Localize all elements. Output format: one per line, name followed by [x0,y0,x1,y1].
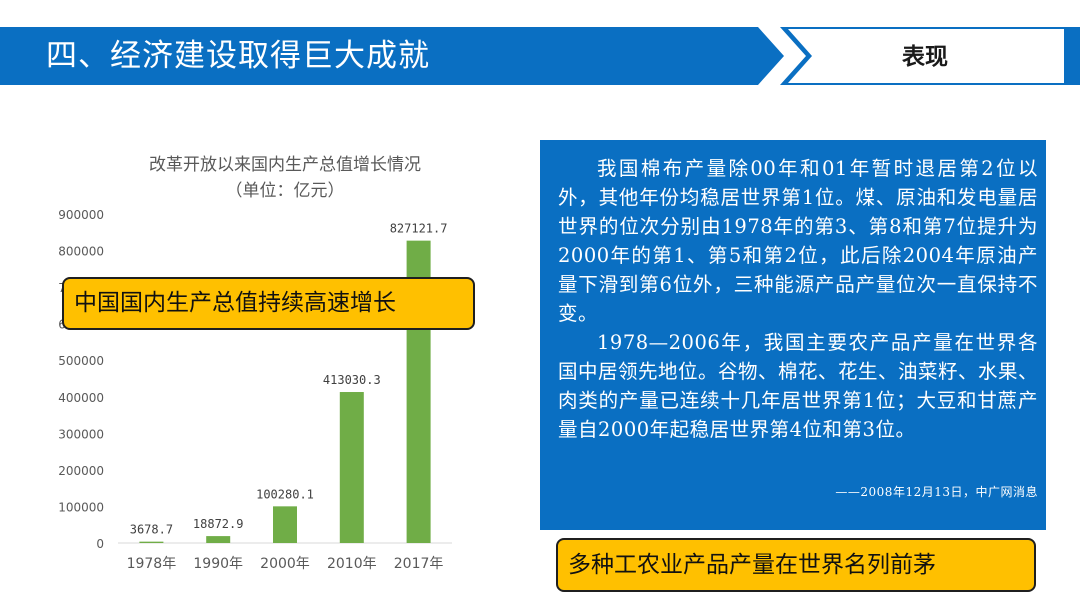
y-tick-label: 100000 [58,500,104,514]
y-tick-label: 900000 [58,208,104,222]
data-label: 18872.9 [193,517,244,531]
panel-paragraph-2: 1978—2006年，我国主要农产品产量在世界各国中居领先地位。谷物、棉花、花生… [558,331,1039,441]
bar [206,536,231,543]
x-tick-label: 2017年 [394,556,444,572]
bar [339,392,364,543]
y-tick-label: 0 [96,537,104,551]
panel-paragraph-1: 我国棉布产量除00年和01年暂时退居第2位以外，其他年份均稳居世界第1位。煤、原… [558,157,1038,325]
x-tick-label: 2000年 [260,556,310,572]
chart-title: 改革开放以来国内生产总值增长情况 [149,155,421,175]
data-label: 827121.7 [390,222,448,236]
x-tick-label: 1978年 [127,556,177,572]
data-label: 413030.3 [323,373,381,387]
bottom-callout: 多种工农业产品产量在世界名列前茅 [556,538,1036,592]
info-panel: 我国棉布产量除00年和01年暂时退居第2位以外，其他年份均稳居世界第1位。煤、原… [540,140,1046,530]
y-tick-label: 300000 [58,427,104,441]
y-tick-label: 800000 [58,245,104,259]
x-tick-label: 2010年 [327,556,377,572]
data-label: 100280.1 [256,487,314,501]
chart-title-block: 改革开放以来国内生产总值增长情况 （单位：亿元） [110,152,460,204]
banner-chevron-outer [758,27,806,85]
tag-background [788,29,1064,83]
y-tick-label: 500000 [58,354,104,368]
header-banner [0,27,1080,85]
page-title: 四、经济建设取得巨大成就 [46,38,430,74]
y-tick-label: 400000 [58,391,104,405]
bar [273,506,297,543]
chart-subtitle: （单位：亿元） [225,181,345,201]
x-tick-label: 1990年 [193,556,243,572]
panel-source: ——2008年12月13日，中广网消息 [835,485,1038,499]
data-label: 3678.7 [130,523,173,537]
section-tag: 表现 [902,43,948,70]
y-tick-label: 200000 [58,464,104,478]
panel-text: 我国棉布产量除00年和01年暂时退居第2位以外，其他年份均稳居世界第1位。煤、原… [558,154,1038,444]
bar [139,541,164,543]
chart-callout: 中国国内生产总值持续高速增长 [62,277,475,330]
